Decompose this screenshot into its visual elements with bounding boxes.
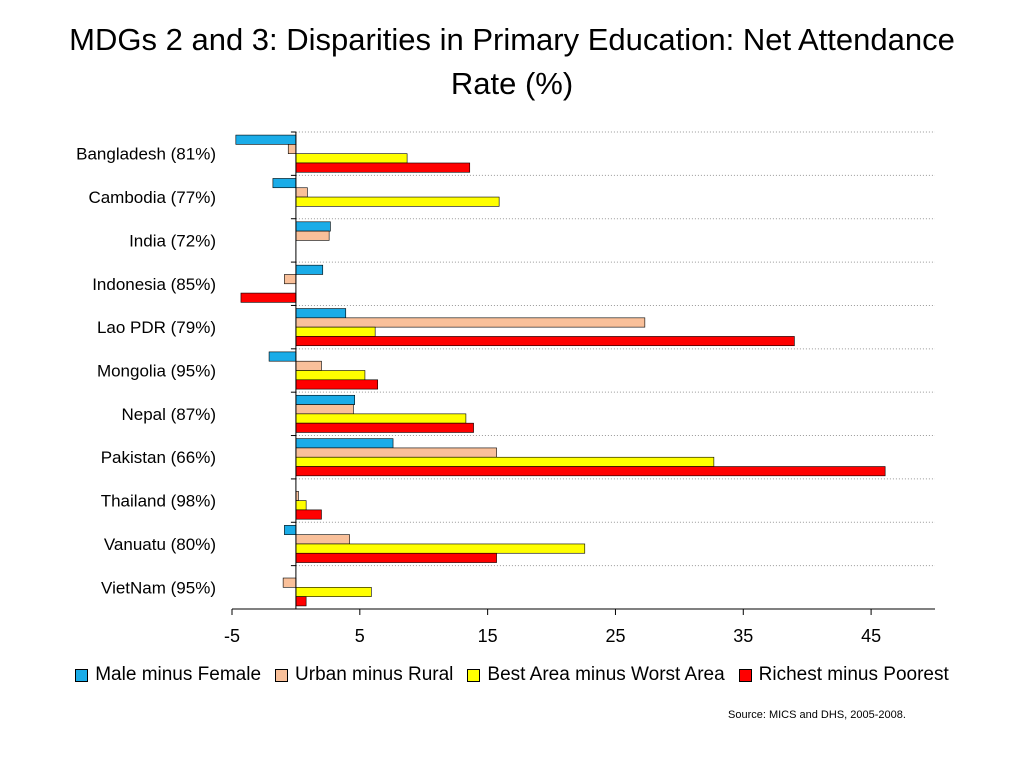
bar: [295, 596, 307, 607]
bar: [295, 552, 497, 563]
category-label: India (72%): [129, 231, 216, 250]
legend-swatch: [75, 668, 89, 682]
legend-swatch: [467, 668, 481, 682]
bar: [295, 230, 330, 241]
category-label: VietNam (95%): [101, 578, 216, 597]
bar: [295, 162, 471, 173]
category-label: Mongolia (95%): [97, 362, 216, 381]
bar: [240, 292, 297, 303]
category-label: Lao PDR (79%): [97, 318, 216, 337]
category-label: Cambodia (77%): [88, 188, 216, 207]
bar: [295, 509, 322, 520]
bar: [295, 413, 467, 424]
legend-item: Male minus Female: [75, 664, 261, 686]
category-label: Indonesia (85%): [92, 275, 216, 294]
x-tick-label: 35: [733, 626, 753, 646]
category-label: Vanuatu (80%): [104, 535, 216, 554]
legend-label: Richest minus Poorest: [758, 664, 949, 685]
bar: [295, 404, 354, 415]
bar: [295, 360, 322, 371]
x-tick-label: 5: [355, 626, 365, 646]
bar: [295, 336, 795, 347]
bar: [295, 447, 497, 458]
bar: [282, 577, 297, 588]
bar: [295, 394, 356, 405]
chart-title: MDGs 2 and 3: Disparities in Primary Edu…: [69, 22, 955, 101]
bar: [295, 326, 376, 337]
x-tick-label: 25: [605, 626, 625, 646]
legend-label: Urban minus Rural: [295, 664, 454, 685]
bar: [272, 178, 297, 189]
category-label: Thailand (98%): [101, 492, 216, 511]
legend-swatch: [275, 668, 289, 682]
bar: [284, 525, 297, 535]
category-label: Bangladesh (81%): [76, 145, 216, 164]
bar: [295, 534, 350, 545]
bar: [295, 264, 324, 275]
bar: [295, 438, 394, 449]
bar: [295, 456, 715, 467]
legend-label: Male minus Female: [95, 664, 262, 685]
bar: [295, 317, 646, 328]
source-note: Source: MICS and DHS, 2005-2008.: [728, 709, 906, 721]
category-label: Nepal (87%): [122, 405, 217, 424]
bar: [268, 351, 297, 362]
bar: [295, 187, 308, 198]
chart-legend: Male minus Female Urban minus Rural Best A…: [0, 664, 1024, 686]
category-label: Pakistan (66%): [101, 448, 216, 467]
bar: [295, 500, 307, 511]
bar: [295, 543, 586, 554]
bar: [295, 153, 408, 164]
x-tick-label: -5: [224, 626, 240, 646]
x-tick-label: 15: [478, 626, 498, 646]
bar: [295, 370, 366, 381]
bar: [295, 308, 347, 319]
legend-item: Urban minus Rural: [275, 664, 453, 686]
legend-item: Richest minus Poorest: [738, 664, 949, 686]
bar: [295, 466, 886, 477]
x-tick-label: 45: [861, 626, 881, 646]
bar: [235, 134, 297, 145]
bar: [295, 422, 474, 433]
legend-item: Best Area minus Worst Area: [467, 664, 725, 686]
bar: [295, 221, 331, 232]
bar: [295, 587, 372, 597]
legend-label: Best Area minus Worst Area: [487, 664, 725, 685]
bar: [295, 196, 500, 207]
legend-swatch: [738, 668, 752, 682]
bar: [284, 274, 297, 285]
bar: [295, 379, 379, 390]
bar: [287, 144, 297, 154]
